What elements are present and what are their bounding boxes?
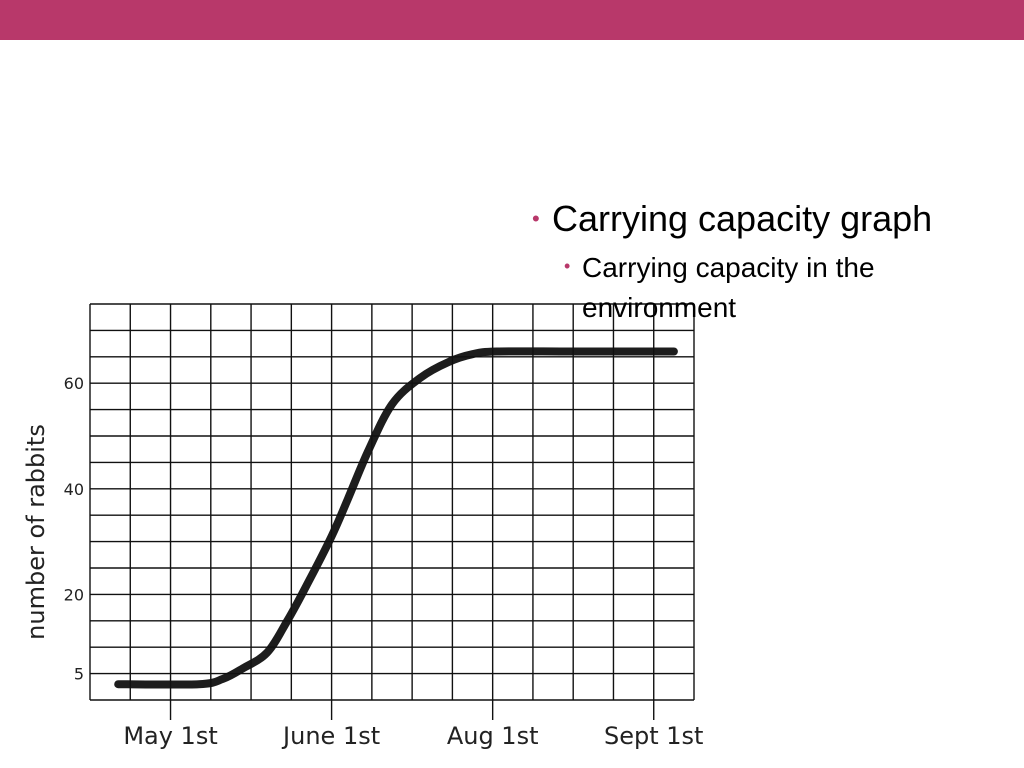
bullet-item-level1: • Carrying capacity graph: [532, 196, 1002, 242]
bullet-text: Carrying capacity in the environment: [582, 252, 875, 323]
y-tick-label: 5: [74, 665, 84, 684]
bullet-item-level2: • Carrying capacity in the environment: [564, 248, 1002, 328]
bullet-dot-icon: •: [532, 206, 540, 231]
chart-ticks: 5 20 40 60 May 1st June 1st Aug 1st Sept 1st: [64, 374, 704, 750]
chart-series: [114, 347, 678, 689]
bullet-list: • Carrying capacity graph • Carrying cap…: [532, 196, 1002, 328]
series-line: [114, 347, 678, 689]
y-tick-label: 40: [64, 480, 84, 499]
bullet-text: Carrying capacity graph: [552, 198, 933, 239]
top-accent-bar: [0, 0, 1024, 40]
x-tick-label: June 1st: [281, 722, 380, 750]
y-tick-label: 60: [64, 374, 84, 393]
x-tick-label: May 1st: [123, 722, 217, 750]
rabbit-population-chart: 5 20 40 60 May 1st June 1st Aug 1st Sept 1st nu…: [22, 303, 704, 750]
y-axis-label: number of rabbits: [22, 424, 50, 640]
bullet-dot-icon: •: [564, 256, 571, 276]
x-tick-label: Sept 1st: [604, 722, 703, 750]
x-tick-label: Aug 1st: [447, 722, 539, 750]
chart-grid: [89, 303, 695, 701]
y-tick-label: 20: [64, 585, 84, 604]
